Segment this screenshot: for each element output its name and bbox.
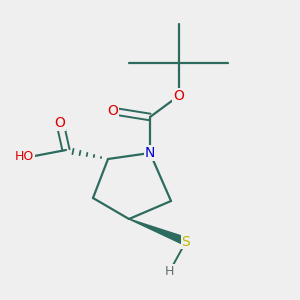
Text: O: O bbox=[173, 89, 184, 103]
Text: O: O bbox=[107, 104, 118, 118]
Text: HO: HO bbox=[15, 149, 34, 163]
Text: N: N bbox=[145, 146, 155, 160]
Polygon shape bbox=[129, 219, 188, 245]
Text: O: O bbox=[55, 116, 65, 130]
Text: H: H bbox=[165, 265, 174, 278]
Text: S: S bbox=[182, 235, 190, 248]
